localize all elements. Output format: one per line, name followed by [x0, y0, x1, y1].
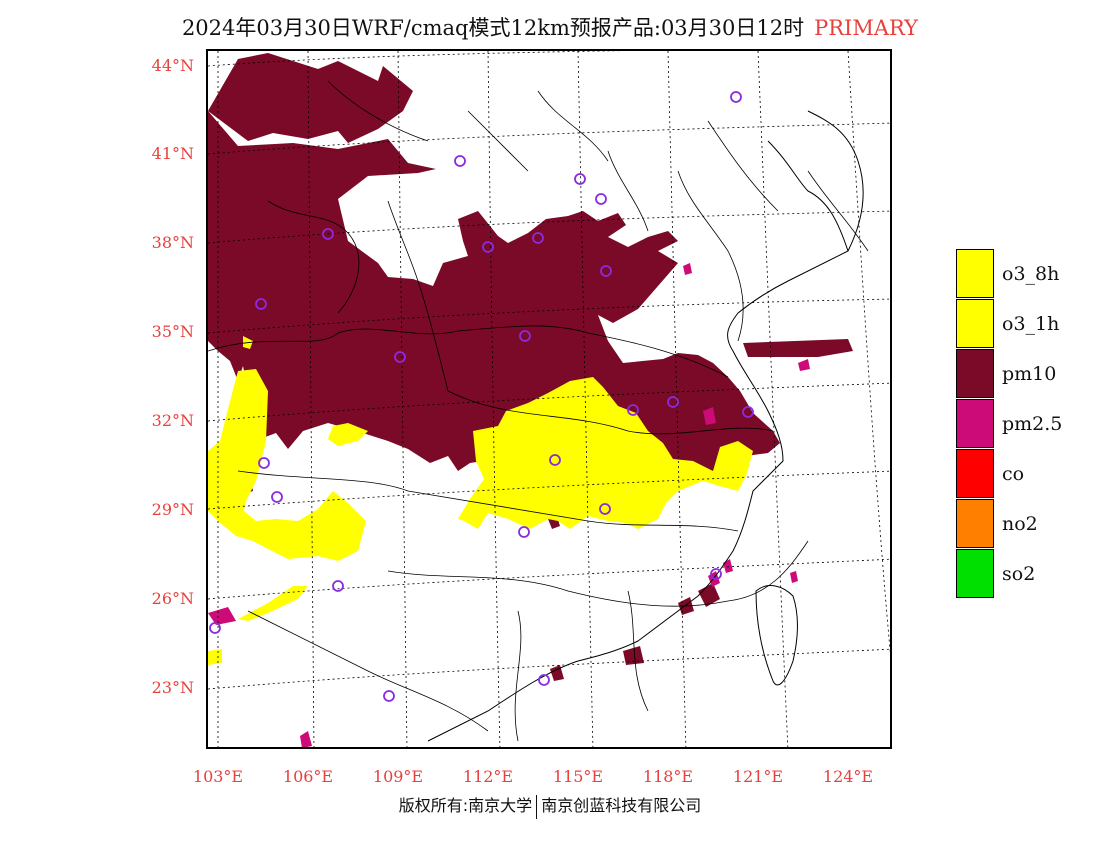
lon-label-115: 115°E [552, 767, 604, 786]
province-borders [208, 80, 869, 742]
title-text: 2024年03月30日WRF/cmaq模式12km预报产品:03月30日12时 [181, 16, 805, 40]
coastline [427, 110, 864, 742]
legend-swatch [956, 299, 994, 348]
map-canvas [208, 51, 890, 747]
lon-label-124: 124°E [822, 767, 874, 786]
lat-label-23: 23°N [151, 678, 194, 697]
lon-label-121: 121°E [732, 767, 784, 786]
legend-swatch [956, 499, 994, 548]
map-title: 2024年03月30日WRF/cmaq模式12km预报产品:03月30日12时 P… [0, 12, 1100, 42]
lat-label-32: 32°N [151, 411, 194, 430]
legend-label: pm10 [1002, 363, 1057, 385]
legend-label: no2 [1002, 513, 1038, 535]
lat-label-26: 26°N [151, 589, 194, 608]
legend-label: o3_8h [1002, 263, 1060, 285]
copyright-footer: 版权所有:南京大学 南京创蓝科技有限公司 [0, 792, 1100, 819]
primary-tag: PRIMARY [814, 16, 919, 40]
lat-label-35: 35°N [151, 322, 194, 341]
lat-label-44: 44°N [151, 56, 194, 75]
pm25-layer [208, 263, 810, 747]
lon-label-118: 118°E [642, 767, 694, 786]
lat-label-29: 29°N [151, 500, 194, 519]
lat-label-38: 38°N [151, 233, 194, 252]
footer-divider [536, 794, 538, 819]
legend-swatch [956, 399, 994, 448]
copyright-left: 版权所有:南京大学 [398, 796, 533, 815]
legend-swatch [956, 249, 994, 298]
legend-swatch [956, 449, 994, 498]
lat-label-41: 41°N [151, 144, 194, 163]
grid-lines [208, 51, 890, 747]
lon-label-112: 112°E [462, 767, 514, 786]
station-markers [209, 91, 754, 702]
legend-label: co [1002, 463, 1025, 485]
legend-label: o3_1h [1002, 313, 1060, 335]
lon-label-106: 106°E [282, 767, 334, 786]
legend-label: pm2.5 [1002, 413, 1063, 435]
copyright-right: 南京创蓝科技有限公司 [541, 796, 702, 815]
legend-label: so2 [1002, 563, 1036, 585]
lon-label-103: 103°E [192, 767, 244, 786]
legend-swatch [956, 549, 994, 598]
legend-swatch [956, 349, 994, 398]
map-area[interactable] [206, 49, 892, 749]
lon-label-109: 109°E [372, 767, 424, 786]
